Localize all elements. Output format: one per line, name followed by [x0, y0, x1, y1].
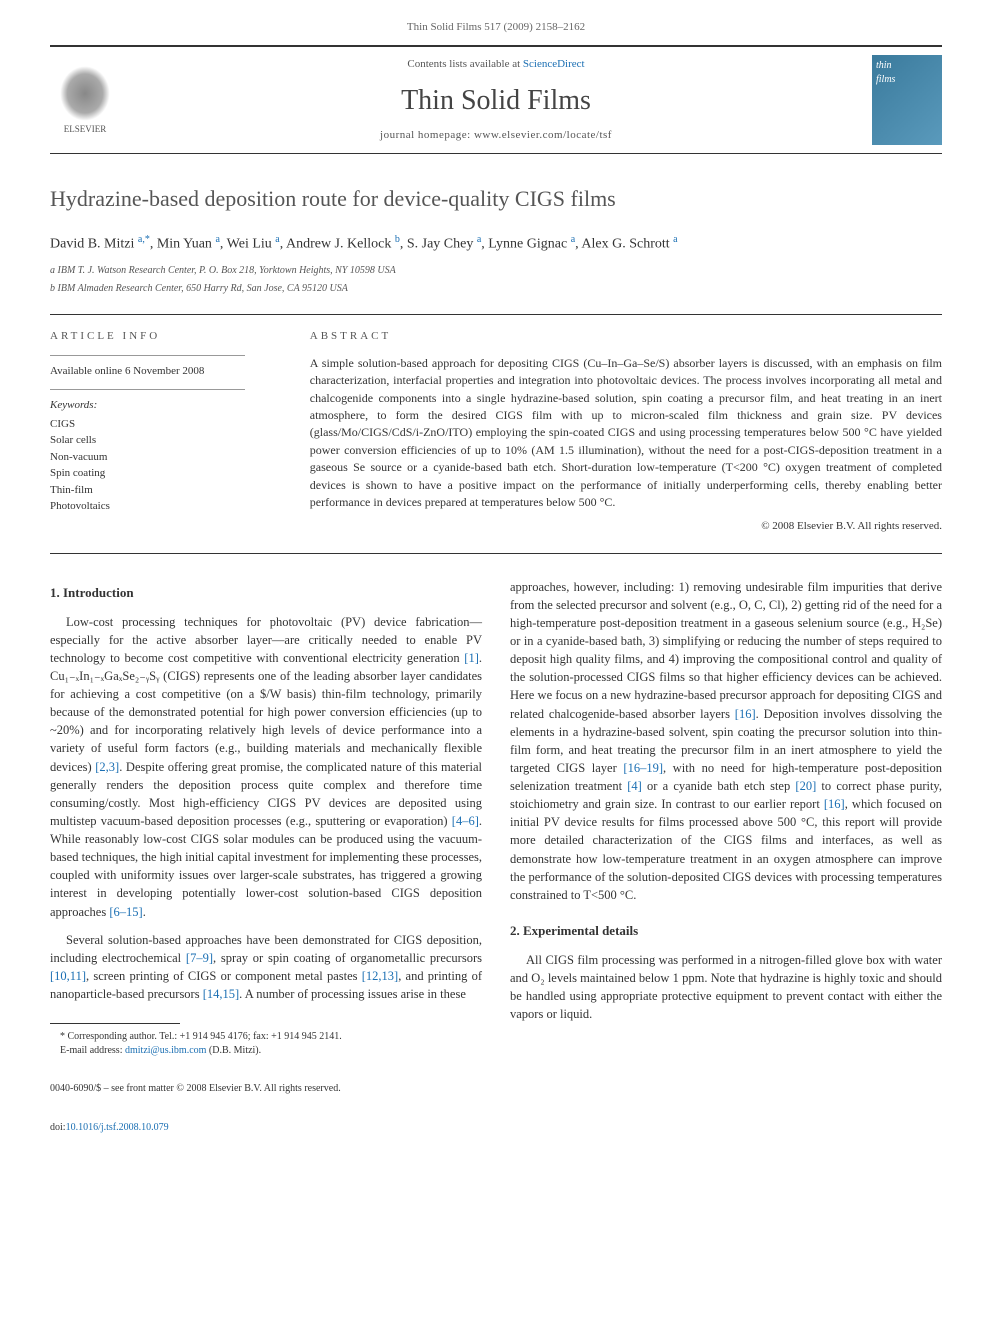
- doi-line: doi:10.1016/j.tsf.2008.10.079: [50, 1121, 482, 1136]
- abstract-box: ABSTRACT A simple solution-based approac…: [300, 329, 942, 534]
- author-list: David B. Mitzi a,*, Min Yuan a, Wei Liu …: [50, 233, 942, 254]
- citation-link[interactable]: [7–9]: [186, 951, 213, 965]
- citation-link[interactable]: [16]: [735, 707, 756, 721]
- experimental-heading: 2. Experimental details: [510, 922, 942, 941]
- cover-line-1: thin: [876, 59, 938, 73]
- contents-prefix: Contents lists available at: [407, 58, 522, 70]
- header-center: Contents lists available at ScienceDirec…: [120, 57, 872, 143]
- citation-link[interactable]: [14,15]: [203, 987, 239, 1001]
- email-link[interactable]: dmitzi@us.ibm.com: [125, 1045, 206, 1056]
- contents-available-line: Contents lists available at ScienceDirec…: [120, 57, 872, 72]
- keywords-label: Keywords:: [50, 398, 280, 413]
- abstract-copyright: © 2008 Elsevier B.V. All rights reserved…: [310, 519, 942, 534]
- keyword: Solar cells: [50, 432, 280, 449]
- homepage-url: www.elsevier.com/locate/tsf: [474, 129, 612, 141]
- affiliation-b: b IBM Almaden Research Center, 650 Harry…: [50, 282, 942, 296]
- journal-cover-thumbnail: thin films: [872, 55, 942, 145]
- doi-link[interactable]: 10.1016/j.tsf.2008.10.079: [66, 1122, 169, 1133]
- intro-paragraph-3: approaches, however, including: 1) remov…: [510, 578, 942, 904]
- abstract-text: A simple solution-based approach for dep…: [310, 355, 942, 512]
- doi-prefix: doi:: [50, 1122, 66, 1133]
- article-info-rule-1: [50, 355, 245, 356]
- experimental-paragraph-1: All CIGS film processing was performed i…: [510, 951, 942, 1024]
- journal-homepage: journal homepage: www.elsevier.com/locat…: [120, 128, 872, 143]
- keywords-list: CIGSSolar cellsNon-vacuumSpin coatingThi…: [50, 416, 280, 515]
- article-info-rule-2: [50, 389, 245, 390]
- intro-paragraph-2: Several solution-based approaches have b…: [50, 931, 482, 1004]
- email-label: E-mail address:: [60, 1045, 125, 1056]
- body-columns: 1. Introduction Low-cost processing tech…: [50, 578, 942, 1135]
- sciencedirect-link[interactable]: ScienceDirect: [523, 58, 585, 70]
- citation-link[interactable]: [16–19]: [623, 761, 663, 775]
- elsevier-tree-icon: [60, 66, 110, 121]
- footnote-separator: [50, 1023, 180, 1024]
- cover-line-2: films: [876, 73, 938, 87]
- right-column: approaches, however, including: 1) remov…: [510, 578, 942, 1135]
- keyword: Spin coating: [50, 465, 280, 482]
- article-info-label: ARTICLE INFO: [50, 329, 280, 344]
- citation-link[interactable]: [2,3]: [95, 760, 119, 774]
- journal-reference: Thin Solid Films 517 (2009) 2158–2162: [50, 20, 942, 35]
- corresponding-author-note: * Corresponding author. Tel.: +1 914 945…: [50, 1030, 482, 1044]
- journal-name: Thin Solid Films: [120, 81, 872, 120]
- article-title: Hydrazine-based deposition route for dev…: [50, 184, 942, 215]
- citation-link[interactable]: [12,13]: [362, 969, 398, 983]
- citation-link[interactable]: [6–15]: [109, 905, 142, 919]
- front-matter-line: 0040-6090/$ – see front matter © 2008 El…: [50, 1082, 482, 1097]
- available-online: Available online 6 November 2008: [50, 364, 280, 379]
- keyword: Non-vacuum: [50, 449, 280, 466]
- introduction-heading: 1. Introduction: [50, 584, 482, 603]
- homepage-prefix: journal homepage:: [380, 129, 474, 141]
- citation-link[interactable]: [4–6]: [452, 814, 479, 828]
- email-suffix: (D.B. Mitzi).: [206, 1045, 261, 1056]
- left-column: 1. Introduction Low-cost processing tech…: [50, 578, 482, 1135]
- publisher-name: ELSEVIER: [64, 123, 107, 136]
- citation-link[interactable]: [10,11]: [50, 969, 86, 983]
- intro-paragraph-1: Low-cost processing techniques for photo…: [50, 613, 482, 921]
- keyword: CIGS: [50, 416, 280, 433]
- keyword: Thin-film: [50, 482, 280, 499]
- article-info-box: ARTICLE INFO Available online 6 November…: [50, 329, 300, 534]
- citation-link[interactable]: [16]: [824, 797, 845, 811]
- meta-section: ARTICLE INFO Available online 6 November…: [50, 314, 942, 553]
- header-banner: ELSEVIER Contents lists available at Sci…: [50, 45, 942, 154]
- publisher-logo: ELSEVIER: [50, 60, 120, 140]
- abstract-label: ABSTRACT: [310, 329, 942, 344]
- citation-link[interactable]: [20]: [795, 779, 816, 793]
- keyword: Photovoltaics: [50, 498, 280, 515]
- citation-link[interactable]: [1]: [464, 651, 479, 665]
- citation-link[interactable]: [4]: [627, 779, 642, 793]
- corresponding-email: E-mail address: dmitzi@us.ibm.com (D.B. …: [50, 1044, 482, 1058]
- affiliation-a: a IBM T. J. Watson Research Center, P. O…: [50, 264, 942, 278]
